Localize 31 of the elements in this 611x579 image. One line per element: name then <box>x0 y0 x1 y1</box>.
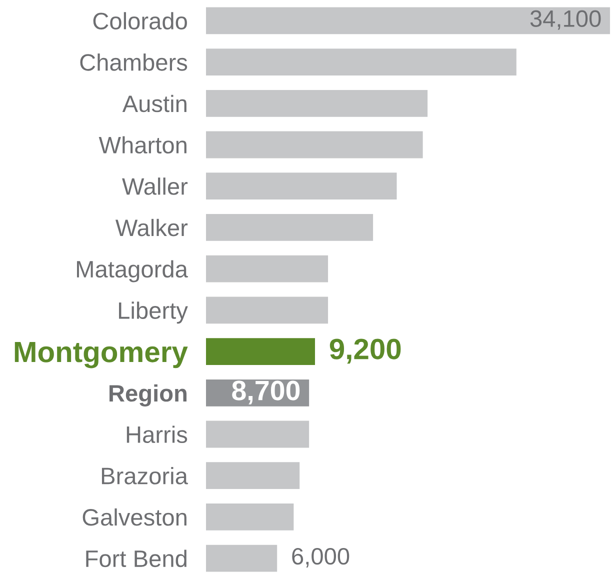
y-tick-label: Austin <box>122 94 186 112</box>
y-tick-label: Liberty <box>119 302 188 324</box>
bar <box>206 214 374 241</box>
bar <box>206 504 294 530</box>
y-tick-label: Harris <box>126 426 188 444</box>
y-tick-label: Waller <box>122 178 188 195</box>
data-label: 34,100 <box>530 10 601 30</box>
bar <box>206 90 428 117</box>
y-tick-label: Matagorda <box>77 260 188 282</box>
data-label: 8,700 <box>232 380 300 404</box>
y-tick-label: Region <box>110 384 186 406</box>
bar <box>206 7 610 34</box>
y-tick-label: Galveston <box>82 508 186 526</box>
y-tick-label: Walker <box>115 218 188 236</box>
y-tick-label: Fort Bend <box>86 550 186 568</box>
bar <box>206 48 516 76</box>
bar <box>206 131 423 158</box>
y-tick-label: Colorado <box>93 12 187 30</box>
y-tick-label: Chambers <box>80 53 188 71</box>
bar <box>206 255 328 282</box>
bar <box>206 172 397 200</box>
bar <box>206 296 328 324</box>
y-tick-label: Brazoria <box>102 467 188 484</box>
data-label: 6,000 <box>292 548 350 568</box>
bar <box>206 544 278 572</box>
data-label: 9,200 <box>330 338 401 364</box>
y-tick-label: Montgomery <box>14 342 188 368</box>
bar <box>206 420 310 448</box>
bar <box>206 462 300 490</box>
y-tick-label: Wharton <box>98 136 186 154</box>
bar <box>206 338 315 365</box>
